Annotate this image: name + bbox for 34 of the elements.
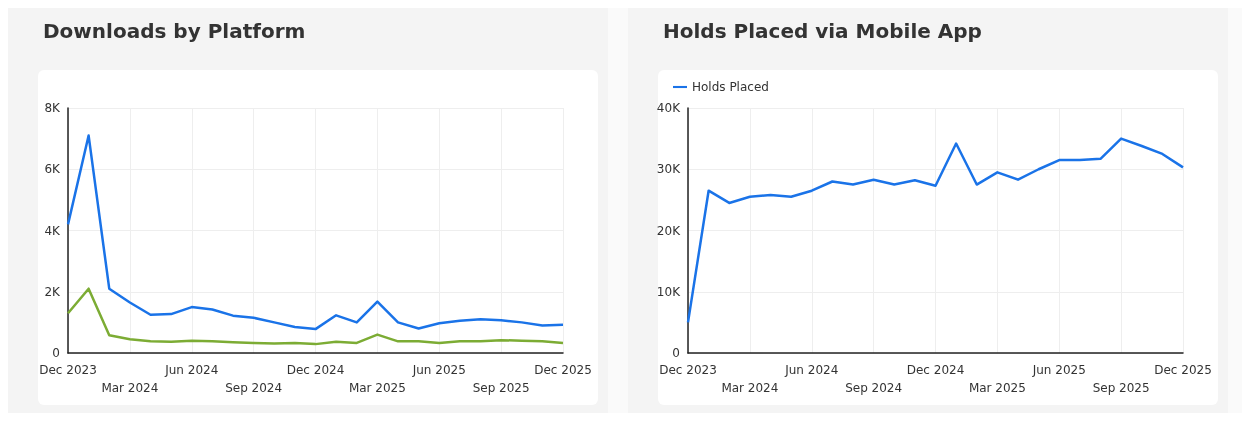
y-tick-label: 0 — [672, 346, 680, 360]
x-tick-label: Sep 2024 — [225, 381, 283, 395]
x-tick-label: Dec 2023 — [39, 363, 97, 377]
chart-title: Holds Placed via Mobile App — [663, 19, 982, 43]
x-tick-label: Jun 2025 — [411, 363, 466, 377]
x-tick-label: Dec 2025 — [534, 363, 592, 377]
x-tick-label: Mar 2024 — [101, 381, 159, 395]
x-tick-label: Mar 2025 — [348, 381, 406, 395]
x-tick-label: Mar 2025 — [968, 381, 1026, 395]
y-tick-label: 40K — [656, 101, 682, 115]
legend-label: Holds Placed — [692, 80, 769, 94]
y-tick-label: 20K — [656, 223, 682, 238]
x-tick-label: Sep 2024 — [845, 381, 903, 395]
y-tick-label: 6K — [44, 162, 62, 177]
y-tick-label: 4K — [44, 223, 62, 238]
y-tick-label: 30K — [656, 162, 682, 177]
line-series — [66, 287, 565, 346]
x-tick-label: Jun 2025 — [1031, 363, 1086, 377]
x-tick-label: Dec 2023 — [659, 363, 717, 377]
chart-title: Downloads by Platform — [43, 19, 306, 43]
x-tick-label: Sep 2025 — [472, 381, 530, 395]
x-tick-label: Mar 2024 — [721, 381, 779, 395]
y-tick-label: 0 — [52, 346, 60, 360]
line-series — [686, 137, 1185, 324]
y-tick-label: 8K — [44, 101, 62, 115]
x-tick-label: Dec 2024 — [906, 363, 965, 377]
line-series — [66, 134, 565, 331]
x-tick-label: Sep 2025 — [1092, 381, 1150, 395]
x-tick-label: Dec 2025 — [1154, 363, 1212, 377]
x-tick-label: Dec 2024 — [286, 363, 345, 377]
y-tick-label: 10K — [656, 284, 682, 299]
x-tick-label: Jun 2024 — [784, 363, 839, 377]
y-tick-label: 2K — [44, 284, 62, 299]
x-tick-label: Jun 2024 — [164, 363, 219, 377]
